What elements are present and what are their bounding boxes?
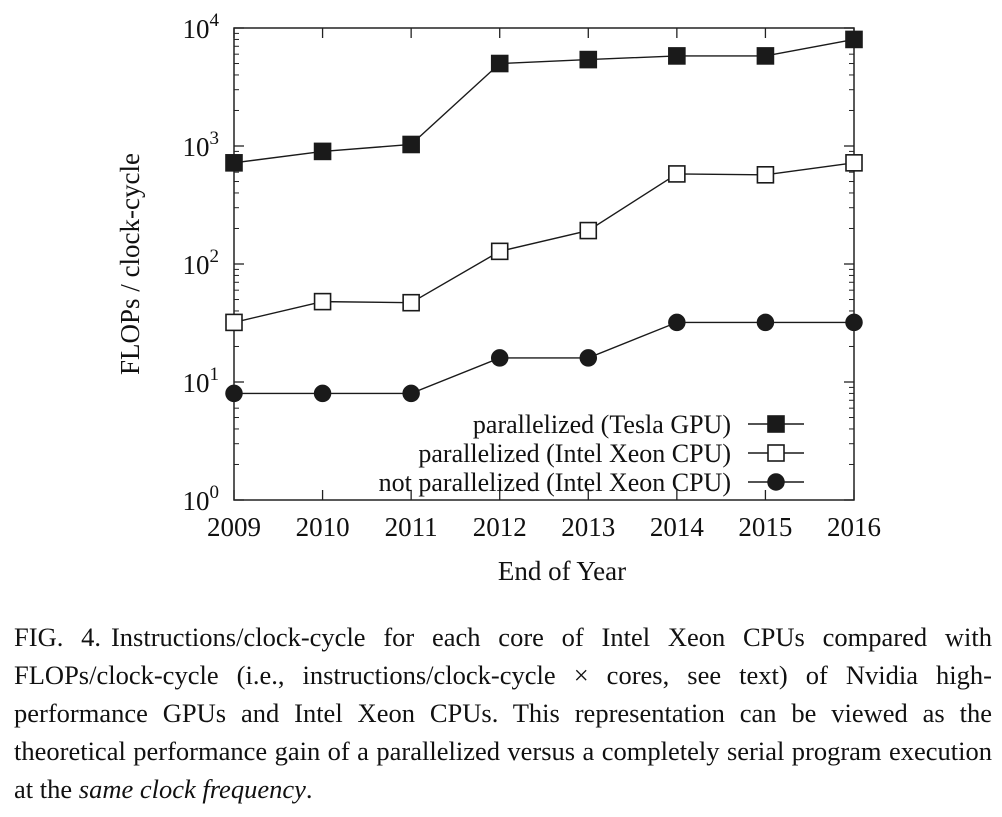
data-point <box>313 292 332 311</box>
y-tick-label: 102 <box>183 246 220 280</box>
y-axis: 100 101 102 103 104 <box>183 10 854 516</box>
x-tick-label: 2011 <box>385 512 438 542</box>
data-point <box>668 47 686 65</box>
legend-label: parallelized (Intel Xeon CPU) <box>418 439 731 468</box>
series-2 <box>225 154 863 332</box>
x-tick-label: 2015 <box>738 512 792 542</box>
data-point <box>402 384 420 403</box>
data-point <box>490 349 509 367</box>
data-point <box>668 165 686 183</box>
legend-marker <box>767 473 785 491</box>
caption-emphasis: same clock frequency <box>78 774 306 804</box>
data-point <box>579 349 598 367</box>
x-tick-label: 2012 <box>473 512 527 542</box>
y-axis-label: FLOPs / clock-cycle <box>115 153 145 375</box>
chart: 100 101 102 103 104 2009 2010 2011 2012 2013 2014… <box>115 10 881 586</box>
data-point <box>845 154 863 172</box>
legend-marker <box>767 415 785 433</box>
data-point <box>402 293 420 312</box>
data-point <box>225 313 243 332</box>
x-tick-label: 2014 <box>650 512 705 542</box>
x-tick-label: 2010 <box>296 512 350 542</box>
series-line <box>234 321 854 395</box>
x-axis: 2009 2010 2011 2012 2013 2014 2015 2016 <box>207 28 881 542</box>
series-layer <box>225 30 863 403</box>
data-point <box>313 142 332 161</box>
data-point <box>490 54 509 73</box>
x-tick-label: 2009 <box>207 512 261 542</box>
y-tick-label: 104 <box>183 10 220 44</box>
series-line <box>233 38 855 164</box>
data-point <box>490 242 509 261</box>
x-axis-label: End of Year <box>498 556 626 586</box>
legend-marker <box>767 444 785 462</box>
series-3 <box>225 313 863 403</box>
caption-text: Instructions/clock-cycle for each core o… <box>14 622 992 804</box>
data-point <box>756 166 775 184</box>
data-point <box>313 384 332 403</box>
data-point <box>668 313 686 332</box>
legend-label: not parallelized (Intel Xeon CPU) <box>379 468 731 497</box>
data-point <box>402 135 420 154</box>
data-point <box>845 313 863 332</box>
figure-caption: FIG. 4. Instructions/clock-cycle for each… <box>14 618 992 808</box>
data-point <box>225 384 243 403</box>
legend: parallelized (Tesla GPU)parallelized (In… <box>379 410 804 497</box>
data-point <box>579 50 598 69</box>
y-tick-label: 100 <box>183 482 220 516</box>
data-point <box>225 154 243 172</box>
series-1 <box>225 30 863 172</box>
y-tick-label: 103 <box>183 128 220 162</box>
caption-end: . <box>305 774 313 804</box>
data-point <box>579 221 598 240</box>
legend-label: parallelized (Tesla GPU) <box>473 410 731 439</box>
data-point <box>756 47 775 65</box>
data-point <box>845 30 863 49</box>
x-tick-label: 2016 <box>827 512 881 542</box>
x-tick-label: 2013 <box>561 512 615 542</box>
data-point <box>756 313 775 332</box>
y-tick-label: 101 <box>183 364 220 398</box>
series-line <box>233 162 855 324</box>
caption-label: FIG. 4. <box>14 622 101 652</box>
